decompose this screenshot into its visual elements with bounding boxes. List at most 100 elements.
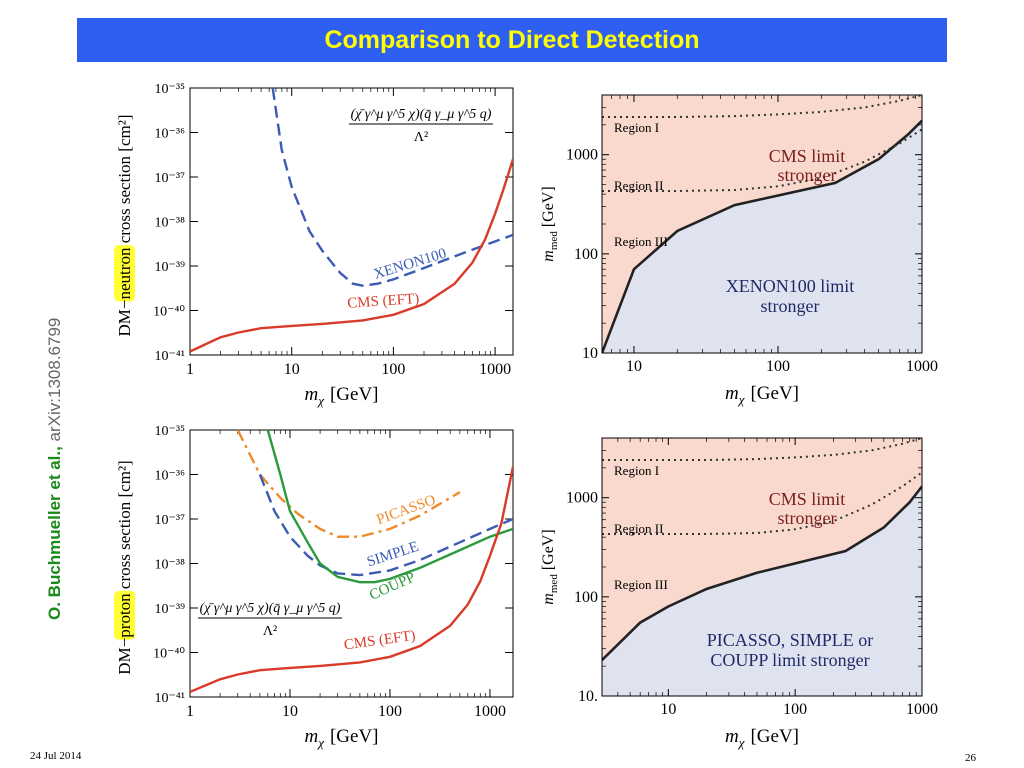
y-tick-label: 10⁻³⁷ xyxy=(155,513,186,528)
y-axis-label: DM−neutron cross section [cm²] xyxy=(114,115,135,337)
region-label: Region II xyxy=(614,521,663,536)
direct-detection-stronger-label: XENON100 limit xyxy=(726,276,855,296)
y-tick-label: 10⁻³⁹ xyxy=(155,602,186,617)
region-divider xyxy=(602,128,922,192)
x-axis-label: mχ [GeV] xyxy=(305,726,379,750)
x-tick-label: 100 xyxy=(766,358,790,375)
ticks xyxy=(601,94,923,354)
y-axis-label-var: m xyxy=(540,593,557,605)
y-tick-label: 10. xyxy=(578,688,598,705)
ticks xyxy=(189,429,513,698)
y-axis-label: mmed [GeV] xyxy=(540,529,560,604)
x-axis-label-unit: [GeV] xyxy=(750,726,799,747)
region-divider xyxy=(602,95,922,118)
direct-detection-stronger-label: stronger xyxy=(761,296,820,316)
x-tick-label: 10 xyxy=(626,358,642,375)
x-tick-label: 1 xyxy=(186,703,194,720)
direct-detection-stronger-region xyxy=(602,486,922,696)
citation: O. Buchmueller et al., arXiv:1308.6799 xyxy=(45,220,65,620)
x-axis-label-sub: χ xyxy=(316,735,324,750)
x-axis-label-var: m xyxy=(305,384,319,405)
y-tick-label: 1000 xyxy=(566,147,598,164)
y-label-suffix: cross section [cm²] xyxy=(115,115,134,248)
region-label: Region III xyxy=(614,577,668,592)
x-axis-label: mχ [GeV] xyxy=(725,726,799,750)
x-axis-label-var: m xyxy=(725,726,739,747)
exclusion-boundary xyxy=(602,485,922,662)
citation-authors: O. Buchmueller et al., xyxy=(45,446,64,620)
x-axis-label-sub: χ xyxy=(316,393,324,408)
footer-date: 24 Jul 2014 xyxy=(30,750,82,762)
ticks xyxy=(601,437,923,697)
series-coupp xyxy=(266,430,513,584)
y-tick-label: 10⁻³⁸ xyxy=(155,558,186,573)
y-tick-label: 10⁻³⁶ xyxy=(155,127,186,142)
operator-numerator: (χ̄ γ^μ γ^5 χ)(q̄ γ_μ γ^5 q) xyxy=(351,107,492,122)
y-label-highlight xyxy=(114,590,135,640)
x-axis-label-var: m xyxy=(725,383,739,404)
x-axis-label-unit: [GeV] xyxy=(330,384,379,405)
y-tick-label: 100 xyxy=(574,246,598,263)
series-group xyxy=(190,430,513,694)
slide-title: Comparison to Direct Detection xyxy=(324,26,700,54)
plot-frame xyxy=(189,429,514,698)
series-cms-eft xyxy=(190,158,513,353)
y-tick-label: 1000 xyxy=(566,490,598,507)
x-tick-label: 10 xyxy=(284,361,300,378)
y-axis-label-unit: [GeV] xyxy=(540,529,557,570)
y-axis-label-sub: med xyxy=(548,574,560,593)
y-tick-label: 10⁻³⁸ xyxy=(155,216,186,231)
chart-mediator-vs-dm-mass-xenon: 10 100 1000 10 100 1000 Region I Region II Regio… xyxy=(540,94,938,407)
y-axis-label-var: m xyxy=(540,250,557,262)
svg-text:DM−proton cross section [cm²]: DM−proton cross section [cm²] xyxy=(115,460,134,674)
series-cms-eft xyxy=(190,466,513,694)
x-tick-label: 1 xyxy=(186,361,194,378)
regions xyxy=(602,95,922,353)
cms-stronger-label: CMS limit xyxy=(769,146,846,166)
y-tick-label: 10⁻⁴⁰ xyxy=(153,647,185,662)
y-label-highlighted-word: proton xyxy=(115,593,134,638)
x-tick-label: 1000 xyxy=(906,701,938,718)
y-tick-label: 10⁻⁴¹ xyxy=(155,349,185,364)
y-tick-label: 10⁻⁴¹ xyxy=(155,691,185,706)
y-label-prefix: DM− xyxy=(115,299,134,336)
cms-stronger-label: CMS limit xyxy=(769,489,846,509)
y-tick-label: 10⁻³⁹ xyxy=(155,260,186,275)
cms-stronger-label: stronger xyxy=(778,165,837,185)
region-label: Region I xyxy=(614,120,659,135)
x-tick-label: 10 xyxy=(660,701,676,718)
series-picasso xyxy=(236,430,461,538)
x-tick-label: 10 xyxy=(282,703,298,720)
chart-proton-cross-section: 1 10 100 1000 10⁻³⁵ 10⁻³⁶ 10⁻³⁷ 10⁻³⁸ 10⁻³⁹ 10⁻⁴⁰… xyxy=(114,424,514,750)
x-axis-label-unit: [GeV] xyxy=(750,383,799,404)
cms-stronger-label: stronger xyxy=(778,508,837,528)
series-group xyxy=(190,88,513,353)
svg-text:DM−neutron cross section [cm²]: DM−neutron cross section [cm²] xyxy=(115,115,134,337)
x-axis-label-var: m xyxy=(305,726,319,747)
x-axis-label-sub: χ xyxy=(737,735,745,750)
series-xenon100 xyxy=(271,88,513,287)
x-tick-label: 100 xyxy=(783,701,807,718)
series-label: CMS (EFT) xyxy=(347,291,420,312)
y-label-prefix: DM− xyxy=(115,638,134,675)
plot-frame xyxy=(189,87,514,356)
citation-arxiv: arXiv:1308.6799 xyxy=(45,317,64,442)
operator-denominator: Λ² xyxy=(414,130,428,145)
x-axis-label-sub: χ xyxy=(737,392,745,407)
direct-detection-stronger-region xyxy=(602,120,922,353)
operator-denominator: Λ² xyxy=(263,624,277,639)
x-tick-label: 100 xyxy=(378,703,402,720)
x-tick-label: 1000 xyxy=(906,358,938,375)
regions xyxy=(602,438,922,696)
title-bar: Comparison to Direct Detection xyxy=(77,18,947,62)
direct-detection-stronger-label: PICASSO, SIMPLE or xyxy=(707,630,874,650)
chart-mediator-vs-dm-mass-picasso: 10 100 1000 10. 100 1000 Region I Region II Regi… xyxy=(540,437,938,750)
y-tick-label: 10⁻⁴⁰ xyxy=(153,305,185,320)
operator-numerator: (χ̄ γ^μ γ^5 χ)(q̄ γ_μ γ^5 q) xyxy=(200,601,341,616)
y-axis-label: mmed [GeV] xyxy=(540,186,560,261)
x-axis-label: mχ [GeV] xyxy=(725,383,799,407)
direct-detection-stronger-label: COUPP limit stronger xyxy=(710,650,869,670)
x-axis-label-unit: [GeV] xyxy=(330,726,379,747)
footer-page-number: 26 xyxy=(965,752,976,764)
region-label: Region I xyxy=(614,463,659,478)
